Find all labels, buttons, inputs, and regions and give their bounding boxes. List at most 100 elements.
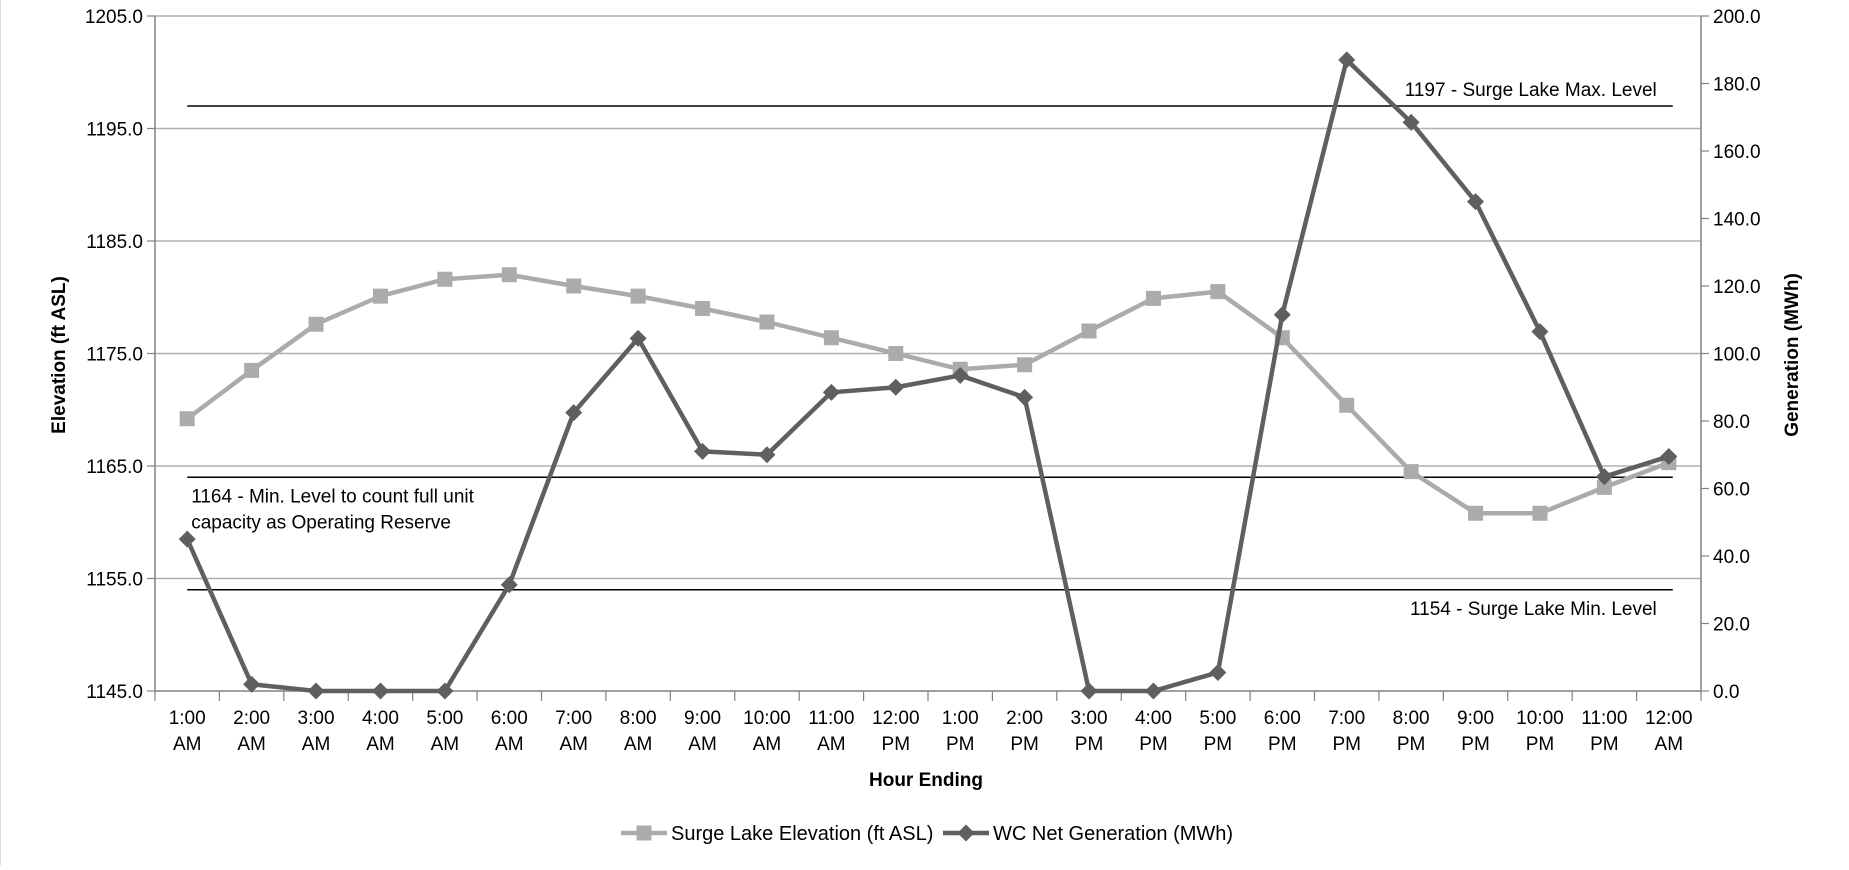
x-tick-label: 6:00 AM xyxy=(491,708,528,755)
data-point xyxy=(371,682,389,700)
data-point xyxy=(179,411,195,427)
reference-line-label: 1164 - Min. Level to count full unit xyxy=(191,486,474,507)
x-tick-label: 9:00 PM xyxy=(1457,708,1494,755)
reference-line-label: capacity as Operating Reserve xyxy=(191,512,451,533)
data-point xyxy=(437,271,453,287)
y-left-tick-label: 1165.0 xyxy=(86,457,143,478)
legend-marker xyxy=(957,824,975,842)
x-tick-label: 4:00 PM xyxy=(1135,708,1172,755)
reference-line-label: 1197 - Surge Lake Max. Level xyxy=(1405,80,1657,101)
data-point xyxy=(695,301,711,316)
data-point xyxy=(1403,464,1419,480)
data-point xyxy=(1532,505,1548,521)
axes: 1145.0 1155.0 1165.0 1175.0 1185.0 1195.0 1205… xyxy=(85,7,1761,755)
reference-line-label: 1154 - Surge Lake Min. Level xyxy=(1410,599,1657,620)
data-point xyxy=(629,329,647,347)
data-point xyxy=(244,362,260,378)
x-tick-label: 12:00 PM xyxy=(872,708,920,755)
x-tick-label: 1:00 PM xyxy=(942,708,979,755)
data-point xyxy=(630,288,646,304)
data-point xyxy=(1467,193,1485,211)
x-tick-label: 11:00 PM xyxy=(1581,708,1627,755)
x-tick-label: 6:00 PM xyxy=(1264,708,1301,755)
series-line xyxy=(185,272,1670,516)
data-point xyxy=(307,682,325,700)
data-point xyxy=(951,366,969,384)
data-point xyxy=(243,675,261,693)
legend-label: Surge Lake Elevation (ft ASL) xyxy=(671,823,933,845)
legend-marker xyxy=(636,825,652,841)
series-line xyxy=(185,57,1670,694)
y-left-tick-label: 1185.0 xyxy=(86,232,143,253)
data-point xyxy=(1209,663,1227,681)
data-point xyxy=(1210,284,1226,300)
x-tick-label: 2:00 PM xyxy=(1006,708,1043,755)
data-point xyxy=(694,442,712,460)
x-tick-label: 7:00 AM xyxy=(555,708,592,755)
x-tick-label: 10:00 AM xyxy=(743,708,791,755)
y-right-tick-label: 100.0 xyxy=(1713,345,1761,366)
data-point xyxy=(1660,447,1678,465)
data-point xyxy=(822,383,840,401)
data-point xyxy=(1273,306,1291,324)
y-left-tick-label: 1175.0 xyxy=(86,345,143,366)
data-point xyxy=(565,404,583,422)
y-right-tick-label: 20.0 xyxy=(1713,615,1750,636)
x-tick-label: 3:00 PM xyxy=(1071,708,1108,755)
data-point xyxy=(436,682,454,700)
gridlines xyxy=(155,15,1701,580)
data-point xyxy=(823,330,839,346)
data-point xyxy=(178,530,196,548)
x-tick-label: 3:00 AM xyxy=(298,708,335,755)
x-axis-title: Hour Ending xyxy=(869,770,983,791)
y-left-tick-label: 1145.0 xyxy=(86,682,143,703)
x-tick-label: 12:00 AM xyxy=(1645,708,1693,755)
data-point xyxy=(500,576,518,594)
data-point xyxy=(1080,682,1098,700)
data-point xyxy=(501,267,517,283)
data-point xyxy=(758,446,776,464)
legend: Surge Lake Elevation (ft ASL) WC Net Gene… xyxy=(621,823,1233,845)
x-tick-label: 8:00 PM xyxy=(1393,708,1430,755)
y-right-tick-label: 200.0 xyxy=(1713,7,1761,28)
data-point xyxy=(308,316,324,332)
data-point xyxy=(1144,682,1162,700)
x-tick-label: 8:00 AM xyxy=(620,708,657,755)
x-tick-label: 1:00 AM xyxy=(169,708,206,755)
x-tick-label: 7:00 PM xyxy=(1328,708,1365,755)
x-tick-label: 5:00 AM xyxy=(426,708,463,755)
x-tick-label: 11:00 AM xyxy=(808,708,854,755)
y-left-tick-label: 1195.0 xyxy=(86,120,143,141)
y-right-tick-label: 40.0 xyxy=(1713,547,1750,568)
x-tick-label: 9:00 AM xyxy=(684,708,721,755)
y-right-tick-label: 160.0 xyxy=(1713,142,1761,163)
y-right-tick-label: 80.0 xyxy=(1713,412,1750,433)
data-point xyxy=(1339,397,1355,413)
y-right-tick-label: 140.0 xyxy=(1713,210,1761,231)
data-point xyxy=(1596,479,1612,495)
y-right-tick-label: 60.0 xyxy=(1713,480,1750,501)
data-point xyxy=(1595,468,1613,486)
x-tick-label: 5:00 PM xyxy=(1199,708,1236,755)
series xyxy=(178,51,1678,700)
y-right-tick-label: 180.0 xyxy=(1713,75,1761,96)
data-point xyxy=(1402,113,1420,131)
y-left-tick-label: 1155.0 xyxy=(86,570,143,591)
reference-lines: 1197 - Surge Lake Max. Level 1164 - Min. … xyxy=(187,80,1673,620)
y-right-tick-label: 120.0 xyxy=(1713,277,1761,298)
data-point xyxy=(1338,51,1356,69)
y-right-tick-label: 0.0 xyxy=(1713,682,1739,703)
y-axis-left-title: Elevation (ft ASL) xyxy=(49,276,70,434)
data-point xyxy=(887,378,905,396)
x-tick-label: 10:00 PM xyxy=(1516,708,1564,755)
data-point xyxy=(372,288,388,304)
data-point xyxy=(1531,323,1549,341)
legend-label: WC Net Generation (MWh) xyxy=(993,823,1233,845)
data-point xyxy=(1081,323,1097,339)
data-point xyxy=(759,314,775,330)
x-tick-label: 4:00 AM xyxy=(362,708,399,755)
data-point xyxy=(1017,357,1033,373)
y-axis-right-title: Generation (MWh) xyxy=(1782,273,1803,437)
